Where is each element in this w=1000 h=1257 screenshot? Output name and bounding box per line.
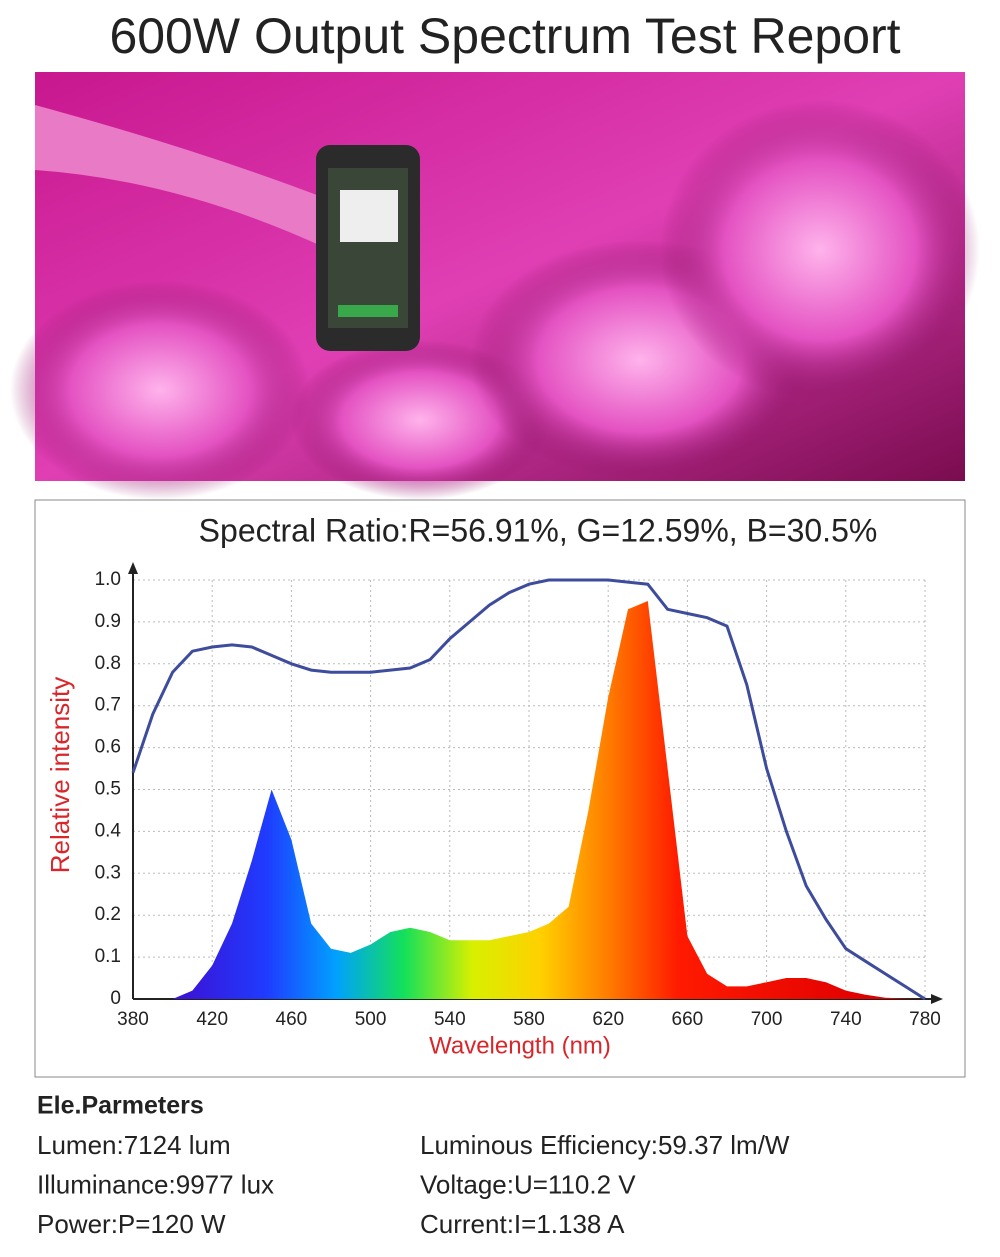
- y-tick-label: 0: [110, 988, 121, 1009]
- x-tick-label: 700: [751, 1009, 783, 1030]
- chart: 0 0.1 0.2 0.3 0.4 0.5 0.6 0.7 0.8 0.9 1.0 380 420 460…: [95, 562, 943, 1030]
- parameter: Lumen:7124 lum: [37, 1130, 231, 1160]
- y-tick-label: 0.9: [95, 611, 121, 632]
- parameter: Power:P=120 W: [37, 1209, 226, 1239]
- x-tick-label: 740: [830, 1009, 862, 1030]
- parameters: Ele.Parmeters Lumen:7124 lum Luminous Eff…: [37, 1092, 790, 1239]
- x-tick-label: 380: [117, 1009, 149, 1030]
- y-tick-label: 0.3: [95, 862, 121, 883]
- x-tick-label: 500: [355, 1009, 387, 1030]
- x-axis-arrow: [931, 994, 943, 1004]
- parameter: Luminous Efficiency:59.37 lm/W: [420, 1130, 790, 1160]
- y-tick-label: 0.1: [95, 946, 121, 967]
- y-tick-label: 0.4: [95, 820, 122, 841]
- x-tick-label: 780: [909, 1009, 941, 1030]
- x-tick-label: 540: [434, 1009, 466, 1030]
- x-tick-label: 460: [276, 1009, 308, 1030]
- y-tick-label: 0.7: [95, 695, 121, 716]
- y-tick-label: 0.6: [95, 737, 121, 758]
- parameter: Illuminance:9977 lux: [37, 1169, 274, 1199]
- photo: [10, 72, 980, 500]
- parameter: Voltage:U=110.2 V: [420, 1169, 636, 1199]
- x-axis-title: Wavelength (nm): [429, 1032, 611, 1059]
- y-tick-label: 1.0: [95, 569, 121, 590]
- x-tick-label: 660: [672, 1009, 704, 1030]
- y-axis-title: Relative intensity: [45, 677, 75, 874]
- series-line: [131, 578, 926, 1001]
- x-tick-label: 420: [196, 1009, 228, 1030]
- x-tick-label: 620: [592, 1009, 624, 1030]
- series-area: [172, 601, 926, 999]
- parameter: Current:I=1.138 A: [420, 1209, 625, 1239]
- page-title: 600W Output Spectrum Test Report: [109, 8, 900, 64]
- parameters-title: Ele.Parmeters: [37, 1092, 204, 1120]
- y-tick-label: 0.8: [95, 653, 121, 674]
- x-tick-label: 580: [513, 1009, 545, 1030]
- y-tick-label: 0.5: [95, 779, 121, 800]
- y-tick-label: 0.2: [95, 904, 121, 925]
- chart-title: Spectral Ratio:R=56.91%, G=12.59%, B=30.…: [199, 512, 878, 548]
- y-axis-arrow: [128, 562, 138, 574]
